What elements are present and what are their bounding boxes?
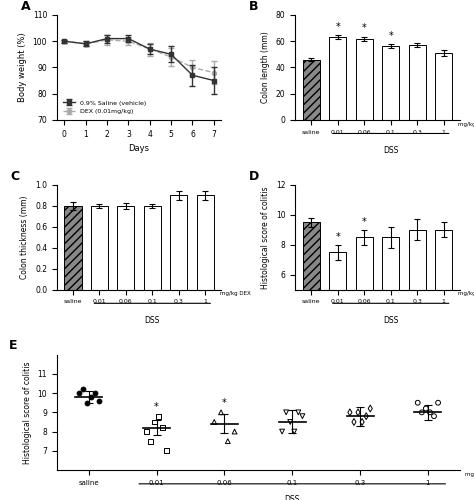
- Y-axis label: Histological score of colitis: Histological score of colitis: [262, 186, 271, 288]
- Point: [430, 412, 438, 420]
- Point: [354, 408, 362, 416]
- Text: *: *: [388, 32, 393, 42]
- Y-axis label: Colon length (mm): Colon length (mm): [261, 32, 270, 104]
- Point: [231, 428, 238, 436]
- Point: [418, 408, 426, 416]
- Text: DSS: DSS: [145, 316, 160, 325]
- Point: [299, 412, 306, 420]
- Text: *: *: [154, 402, 159, 412]
- Text: *: *: [222, 398, 227, 408]
- Bar: [329, 38, 346, 120]
- Text: DSS: DSS: [383, 316, 399, 325]
- Text: A: A: [21, 0, 30, 13]
- Point: [350, 418, 358, 426]
- Point: [159, 424, 166, 432]
- Point: [286, 418, 294, 426]
- Legend: 0.9% Saline (vehicle), DEX (0.01mg/kg): 0.9% Saline (vehicle), DEX (0.01mg/kg): [60, 98, 149, 116]
- Bar: [435, 230, 452, 364]
- Text: *: *: [336, 22, 340, 32]
- Point: [414, 398, 421, 406]
- Bar: [435, 53, 452, 120]
- Bar: [117, 206, 135, 290]
- Bar: [356, 238, 373, 364]
- Point: [79, 386, 86, 394]
- Point: [291, 428, 298, 436]
- Bar: [409, 230, 426, 364]
- Y-axis label: Body weight (%): Body weight (%): [18, 32, 27, 102]
- Point: [143, 428, 150, 436]
- Point: [146, 437, 154, 445]
- Bar: [144, 206, 161, 290]
- Bar: [197, 196, 214, 290]
- Point: [151, 418, 158, 426]
- Text: *: *: [362, 24, 367, 34]
- Point: [87, 393, 95, 401]
- Point: [163, 447, 171, 455]
- Bar: [170, 196, 187, 290]
- Point: [426, 408, 434, 416]
- Point: [75, 389, 82, 397]
- Point: [294, 408, 302, 416]
- Text: C: C: [11, 170, 20, 182]
- Point: [155, 412, 163, 420]
- Text: mg/kg DEX: mg/kg DEX: [458, 122, 474, 126]
- Point: [283, 408, 290, 416]
- Point: [278, 428, 286, 436]
- Text: mg/kg DEX: mg/kg DEX: [465, 472, 474, 477]
- Bar: [382, 238, 400, 364]
- Bar: [303, 60, 320, 120]
- Point: [366, 404, 374, 412]
- Point: [95, 397, 103, 405]
- X-axis label: Days: Days: [128, 144, 150, 153]
- Bar: [329, 252, 346, 364]
- Bar: [91, 206, 108, 290]
- Point: [346, 408, 354, 416]
- Point: [224, 437, 232, 445]
- Point: [358, 418, 366, 426]
- Text: mg/kg DEX: mg/kg DEX: [220, 292, 251, 296]
- Bar: [356, 38, 373, 120]
- Point: [217, 408, 225, 416]
- Text: B: B: [249, 0, 259, 13]
- Text: D: D: [249, 170, 260, 182]
- Point: [83, 398, 91, 406]
- Y-axis label: Colon thickness (mm): Colon thickness (mm): [20, 196, 29, 279]
- Bar: [64, 206, 82, 290]
- Bar: [409, 45, 426, 120]
- Text: mg/kg DEX: mg/kg DEX: [458, 292, 474, 296]
- Text: E: E: [9, 339, 17, 352]
- Text: DSS: DSS: [383, 146, 399, 155]
- Point: [422, 404, 429, 412]
- Text: DSS: DSS: [284, 496, 300, 500]
- Bar: [382, 46, 400, 120]
- Text: *: *: [362, 216, 367, 226]
- Bar: [303, 222, 320, 364]
- Y-axis label: Histological score of colitis: Histological score of colitis: [23, 361, 32, 464]
- Point: [210, 418, 218, 426]
- Point: [91, 389, 99, 397]
- Point: [434, 398, 442, 406]
- Point: [363, 412, 370, 420]
- Text: *: *: [336, 232, 340, 241]
